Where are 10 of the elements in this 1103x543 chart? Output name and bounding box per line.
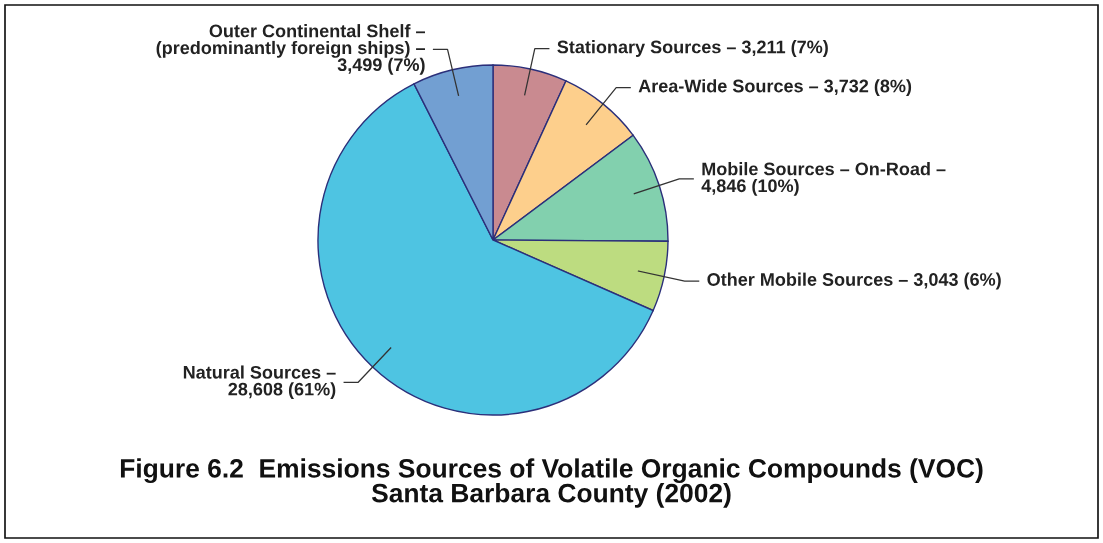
data-label: 28,608 (61%) [228,382,336,400]
slice-label: Area-Wide Sources – 3,732 (8%) [638,79,912,96]
data-label: 3,499 (7%) [337,57,425,75]
slice-label: Stationary Sources – 3,211 (7%) [557,40,828,57]
slice-label: Other Mobile Sources – 3,043 (6%) [707,272,1001,290]
slice-label: Natural Sources – [183,365,336,379]
slice-label: Outer Continental Shelf – (predominantly foreign ships) – [156,24,425,58]
text: Figure 6.2 Emissions Sources of Volatile Organic Compounds (VOC) Santa Barbara County (2002) [120,458,983,508]
data-label: 4,846 (10%) [701,178,799,196]
slice-label: Mobile Sources – On-Road – [702,162,946,176]
